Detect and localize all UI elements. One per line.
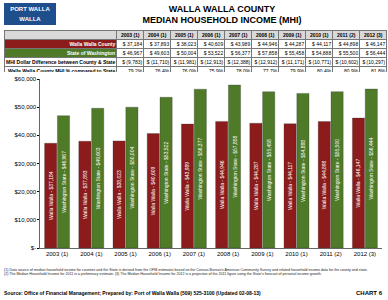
svg-text:$10,000: $10,000 bbox=[14, 217, 36, 223]
html-text:CHART 6: CHART 6 bbox=[356, 290, 382, 296]
html-text:76.4%: 76.4% bbox=[155, 68, 170, 74]
svg-text:2012 (3): 2012 (3) bbox=[354, 251, 376, 257]
html-text:2003 (1): 2003 (1) bbox=[120, 32, 140, 38]
html-text:(2) The Median Household Incom: (2) The Median Household Income for 2011… bbox=[4, 272, 322, 277]
html-text:Source: Office of Financial Ma: Source: Office of Financial Management; … bbox=[4, 290, 261, 296]
svg-text:2005 (1): 2005 (1) bbox=[114, 251, 136, 257]
svg-text:Walla Walla - $40,609: Walla Walla - $40,609 bbox=[150, 166, 156, 215]
html-text:$ 38,023: $ 38,023 bbox=[176, 41, 197, 47]
html-text:$ 44,117: $ 44,117 bbox=[312, 41, 332, 47]
html-text:75.9%: 75.9% bbox=[209, 68, 224, 74]
html-text:State of Washington: State of Washington bbox=[67, 50, 116, 56]
svg-text:2003 (1): 2003 (1) bbox=[46, 251, 68, 257]
html-text:$ 55,458: $ 55,458 bbox=[284, 50, 305, 56]
svg-text:Washington State - $55,458: Washington State - $55,458 bbox=[266, 139, 272, 201]
html-text:2009 (1): 2009 (1) bbox=[282, 32, 302, 38]
html-text:$ 44,287: $ 44,287 bbox=[284, 41, 305, 47]
svg-text:2009 (1): 2009 (1) bbox=[251, 251, 273, 257]
html-text:$ 43,989: $ 43,989 bbox=[230, 41, 251, 47]
svg-text:Walla Walla - $43,989: Walla Walla - $43,989 bbox=[184, 162, 190, 211]
svg-text:Walla Walla - $46,147: Walla Walla - $46,147 bbox=[355, 159, 361, 208]
svg-text:Walla Walla - $37,184: Walla Walla - $37,184 bbox=[48, 171, 54, 220]
html-text:80.4%: 80.4% bbox=[317, 68, 332, 74]
html-text:80.9%: 80.9% bbox=[344, 68, 359, 74]
html-text:$ 40,609: $ 40,609 bbox=[203, 41, 224, 47]
html-text:$ 56,377: $ 56,377 bbox=[230, 50, 251, 56]
html-text:$ 46,147: $ 46,147 bbox=[365, 41, 386, 47]
svg-text:Washington State - $49,603: Washington State - $49,603 bbox=[95, 147, 101, 209]
svg-text:Walla Walla - $44,946: Walla Walla - $44,946 bbox=[219, 160, 225, 209]
svg-text:Walla Walla - $44,287: Walla Walla - $44,287 bbox=[253, 161, 259, 210]
svg-text:$20,000: $20,000 bbox=[14, 189, 36, 195]
html-text:2006 (1): 2006 (1) bbox=[201, 32, 221, 38]
html-text:$ 44,898: $ 44,898 bbox=[338, 41, 359, 47]
svg-text:$30,000: $30,000 bbox=[14, 161, 36, 167]
html-text:$ (12,912): $ (12,912) bbox=[254, 59, 278, 65]
html-text:77.7%: 77.7% bbox=[263, 68, 278, 74]
html-text:$ 46,967: $ 46,967 bbox=[122, 50, 143, 56]
html-text:2004 (1): 2004 (1) bbox=[147, 32, 167, 38]
svg-text:Washington State - $46,967: Washington State - $46,967 bbox=[61, 151, 67, 213]
html-text:$ 55,500: $ 55,500 bbox=[338, 50, 359, 56]
html-text:79.2%: 79.2% bbox=[128, 68, 143, 74]
svg-text:$40,000: $40,000 bbox=[14, 132, 36, 138]
svg-text:Washington State - $57,858: Washington State - $57,858 bbox=[232, 136, 238, 198]
html-text:79.9%: 79.9% bbox=[290, 68, 305, 74]
svg-text:Washington State - $55,500: Washington State - $55,500 bbox=[334, 139, 340, 201]
html-text:$ 44,946: $ 44,946 bbox=[257, 41, 278, 47]
svg-text:$50,000: $50,000 bbox=[14, 104, 36, 110]
html-text:78.0%: 78.0% bbox=[236, 68, 251, 74]
html-text:$ (11,710): $ (11,710) bbox=[146, 59, 170, 65]
svg-text:$-: $- bbox=[31, 245, 36, 251]
html-text:$ 37,184: $ 37,184 bbox=[122, 41, 143, 47]
svg-text:Washington State - $50,004: Washington State - $50,004 bbox=[129, 147, 135, 209]
html-text:$ 54,888: $ 54,888 bbox=[311, 50, 332, 56]
html-text:2010 (1): 2010 (1) bbox=[309, 32, 329, 38]
html-text:2011 (2): 2011 (2) bbox=[337, 32, 356, 38]
html-text:Walla Walla County: Walla Walla County bbox=[69, 41, 116, 47]
html-text:$ 37,893: $ 37,893 bbox=[149, 41, 170, 47]
html-text:$ 50,004: $ 50,004 bbox=[176, 50, 197, 56]
svg-text:2006 (1): 2006 (1) bbox=[149, 251, 171, 257]
html-text:$ (11,171): $ (11,171) bbox=[281, 59, 305, 65]
html-text:2012 (3): 2012 (3) bbox=[363, 32, 383, 38]
svg-text:Washington State - $53,522: Washington State - $53,522 bbox=[163, 142, 169, 204]
html-text:2008 (1): 2008 (1) bbox=[255, 32, 275, 38]
svg-text:Washington State - $56,377: Washington State - $56,377 bbox=[197, 138, 203, 200]
svg-text:Walla Walla - $44,117: Walla Walla - $44,117 bbox=[287, 162, 293, 210]
html-text:MHI Dollar Difference between: MHI Dollar Difference between County & S… bbox=[6, 59, 116, 65]
html-text:$ (12,913): $ (12,913) bbox=[200, 59, 224, 65]
svg-text:2007 (1): 2007 (1) bbox=[183, 251, 205, 257]
html-text:Walla Walla County MHI % compa: Walla Walla County MHI % compared to Sta… bbox=[8, 68, 116, 74]
html-text:$ 53,522: $ 53,522 bbox=[203, 50, 224, 56]
html-text:$ 49,603: $ 49,603 bbox=[149, 50, 170, 56]
html-text:$ (11,981): $ (11,981) bbox=[173, 59, 197, 65]
html-text:$ (10,602): $ (10,602) bbox=[335, 59, 359, 65]
svg-text:Walla Walla - $38,023: Walla Walla - $38,023 bbox=[116, 170, 122, 219]
svg-text:Walla Walla - $37,893: Walla Walla - $37,893 bbox=[82, 170, 88, 219]
html-text:$ (12,388): $ (12,388) bbox=[227, 59, 251, 65]
html-text:$ (10,771): $ (10,771) bbox=[308, 59, 332, 65]
html-text:PORT WALLA WALLA: PORT WALLA WALLA bbox=[10, 6, 50, 22]
html-text:76.0%: 76.0% bbox=[182, 68, 197, 74]
svg-text:2004 (1): 2004 (1) bbox=[80, 251, 102, 257]
html-text:MEDIAN HOUSEHOLD INCOME (MHI): MEDIAN HOUSEHOLD INCOME (MHI) bbox=[142, 15, 302, 25]
svg-text:Washington State - $56,444: Washington State - $56,444 bbox=[368, 138, 374, 200]
html-text:$ 56,444: $ 56,444 bbox=[365, 50, 386, 56]
html-text:81.8%: 81.8% bbox=[371, 68, 386, 74]
svg-text:2011 (2): 2011 (2) bbox=[320, 251, 342, 257]
svg-text:Walla Walla - $44,898: Walla Walla - $44,898 bbox=[321, 160, 327, 209]
html-text:$ (10,297): $ (10,297) bbox=[362, 59, 386, 65]
html-text:$ (9,783): $ (9,783) bbox=[122, 59, 143, 65]
html-text:2007 (1): 2007 (1) bbox=[228, 32, 248, 38]
svg-text:2010 (1): 2010 (1) bbox=[285, 251, 307, 257]
html-text:$ 57,858: $ 57,858 bbox=[257, 50, 278, 56]
html-text:WALLA WALLA COUNTY: WALLA WALLA COUNTY bbox=[168, 4, 276, 14]
svg-text:2008 (1): 2008 (1) bbox=[217, 251, 239, 257]
svg-text:$60,000: $60,000 bbox=[14, 76, 36, 82]
html-text:2005 (1): 2005 (1) bbox=[174, 32, 194, 38]
html-text:(1) Data source of median hous: (1) Data source of median household inco… bbox=[4, 268, 368, 272]
svg-text:Washington State - $54,888: Washington State - $54,888 bbox=[300, 140, 306, 202]
